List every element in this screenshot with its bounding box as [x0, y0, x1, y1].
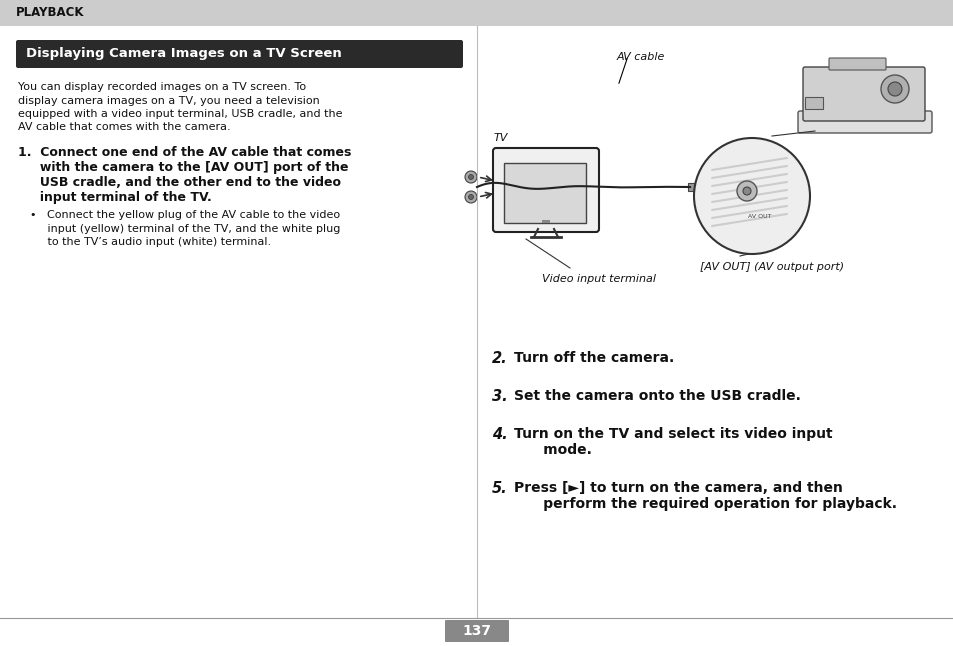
- Text: mode.: mode.: [514, 443, 591, 457]
- Circle shape: [464, 191, 476, 203]
- Text: TV: TV: [494, 133, 508, 143]
- Text: Turn on the TV and select its video input: Turn on the TV and select its video inpu…: [514, 427, 832, 441]
- Circle shape: [696, 183, 703, 191]
- Text: Video input terminal: Video input terminal: [541, 274, 656, 284]
- Text: 4.: 4.: [492, 427, 507, 442]
- Text: with the camera to the [AV OUT] port of the: with the camera to the [AV OUT] port of …: [18, 161, 348, 174]
- Bar: [541, 220, 550, 223]
- Text: 5.: 5.: [492, 481, 507, 496]
- Text: •   Connect the yellow plug of the AV cable to the video: • Connect the yellow plug of the AV cabl…: [30, 210, 340, 220]
- Text: display camera images on a TV, you need a television: display camera images on a TV, you need …: [18, 96, 319, 105]
- Text: perform the required operation for playback.: perform the required operation for playb…: [514, 497, 896, 511]
- Text: to the TV’s audio input (white) terminal.: to the TV’s audio input (white) terminal…: [30, 237, 271, 247]
- FancyBboxPatch shape: [493, 148, 598, 232]
- FancyBboxPatch shape: [444, 620, 509, 642]
- Circle shape: [468, 174, 473, 180]
- Text: AV OUT: AV OUT: [747, 213, 771, 218]
- FancyBboxPatch shape: [802, 67, 924, 121]
- Circle shape: [737, 181, 757, 201]
- Text: 137: 137: [462, 624, 491, 638]
- Text: 2.: 2.: [492, 351, 507, 366]
- Circle shape: [887, 82, 901, 96]
- Text: [AV OUT] (AV output port): [AV OUT] (AV output port): [700, 262, 843, 272]
- Text: You can display recorded images on a TV screen. To: You can display recorded images on a TV …: [18, 82, 306, 92]
- Bar: [0, 0, 953, 26]
- Circle shape: [693, 138, 809, 254]
- FancyBboxPatch shape: [797, 111, 931, 133]
- FancyBboxPatch shape: [828, 58, 885, 70]
- Text: 3.: 3.: [492, 389, 507, 404]
- Text: AV cable that comes with the camera.: AV cable that comes with the camera.: [18, 123, 231, 132]
- Bar: [503, 163, 585, 223]
- Text: Press [►] to turn on the camera, and then: Press [►] to turn on the camera, and the…: [514, 481, 842, 495]
- Text: input (yellow) terminal of the TV, and the white plug: input (yellow) terminal of the TV, and t…: [30, 224, 340, 233]
- Circle shape: [880, 75, 908, 103]
- Circle shape: [468, 194, 473, 200]
- Text: Turn off the camera.: Turn off the camera.: [514, 351, 674, 365]
- Bar: [687, 183, 700, 191]
- Text: equipped with a video input terminal, USB cradle, and the: equipped with a video input terminal, US…: [18, 109, 342, 119]
- Text: Displaying Camera Images on a TV Screen: Displaying Camera Images on a TV Screen: [26, 48, 341, 61]
- Text: AV cable: AV cable: [617, 52, 664, 62]
- Bar: [804, 97, 822, 109]
- Circle shape: [464, 171, 476, 183]
- FancyBboxPatch shape: [16, 40, 462, 68]
- Text: Set the camera onto the USB cradle.: Set the camera onto the USB cradle.: [514, 389, 800, 403]
- Text: PLAYBACK: PLAYBACK: [16, 6, 85, 19]
- Text: USB cradle, and the other end to the video: USB cradle, and the other end to the vid…: [18, 176, 340, 189]
- Text: input terminal of the TV.: input terminal of the TV.: [18, 191, 212, 204]
- Circle shape: [742, 187, 750, 195]
- Text: 1.  Connect one end of the AV cable that comes: 1. Connect one end of the AV cable that …: [18, 146, 351, 159]
